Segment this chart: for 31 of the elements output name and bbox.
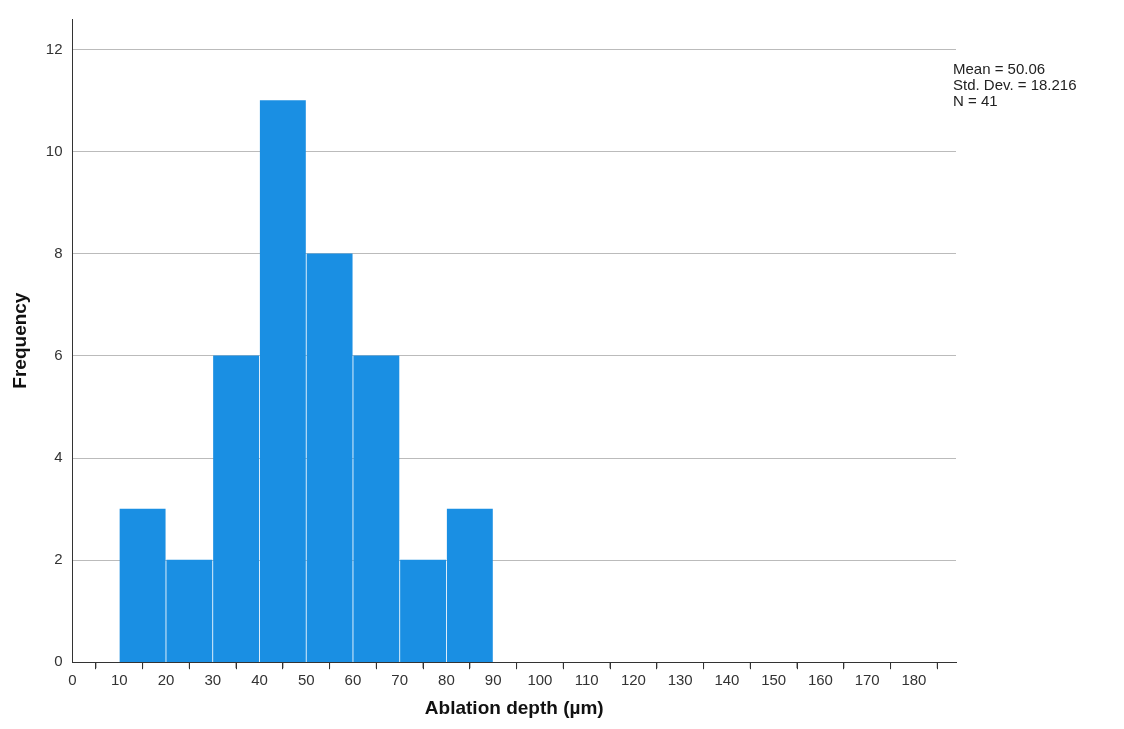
x-tick-label: 100 xyxy=(527,671,553,689)
x-tick-label: 140 xyxy=(714,671,740,689)
x-tick-label: 110 xyxy=(574,671,599,689)
x-tick-label: 150 xyxy=(761,671,787,689)
x-tick-label: 70 xyxy=(391,671,409,689)
x-tick-label: 180 xyxy=(901,671,927,689)
x-axis-title: Ablation depth (µm) xyxy=(424,696,604,718)
y-tick-label: 12 xyxy=(45,39,63,57)
x-tick-label: 160 xyxy=(807,671,833,689)
y-tick-label: 2 xyxy=(54,550,63,568)
y-tick-label: 10 xyxy=(45,141,63,159)
y-tick-label: 0 xyxy=(54,652,63,670)
x-tick-label: 130 xyxy=(667,671,693,689)
annotation: Std. Dev. = 18.216 xyxy=(953,75,1077,93)
x-tick-label: 0 xyxy=(68,671,77,689)
x-tick-label: 120 xyxy=(620,671,646,689)
y-axis-title: Frequency xyxy=(8,292,30,389)
y-tick-label: 8 xyxy=(54,243,63,261)
annotation: Mean = 50.06 xyxy=(953,59,1046,77)
x-tick-label: 80 xyxy=(438,671,455,689)
x-tick-label: 60 xyxy=(344,671,362,689)
y-tick-label: 4 xyxy=(54,448,63,466)
annotation: N = 41 xyxy=(953,91,998,109)
x-tick-label: 170 xyxy=(854,671,880,689)
x-tick-label: 90 xyxy=(484,671,502,689)
x-tick-label: 40 xyxy=(251,671,268,689)
x-tick-label: 10 xyxy=(110,671,128,689)
x-tick-label: 20 xyxy=(157,671,175,689)
y-tick-label: 6 xyxy=(54,346,63,364)
x-tick-label: 50 xyxy=(297,671,315,689)
x-tick-label: 30 xyxy=(204,671,222,689)
